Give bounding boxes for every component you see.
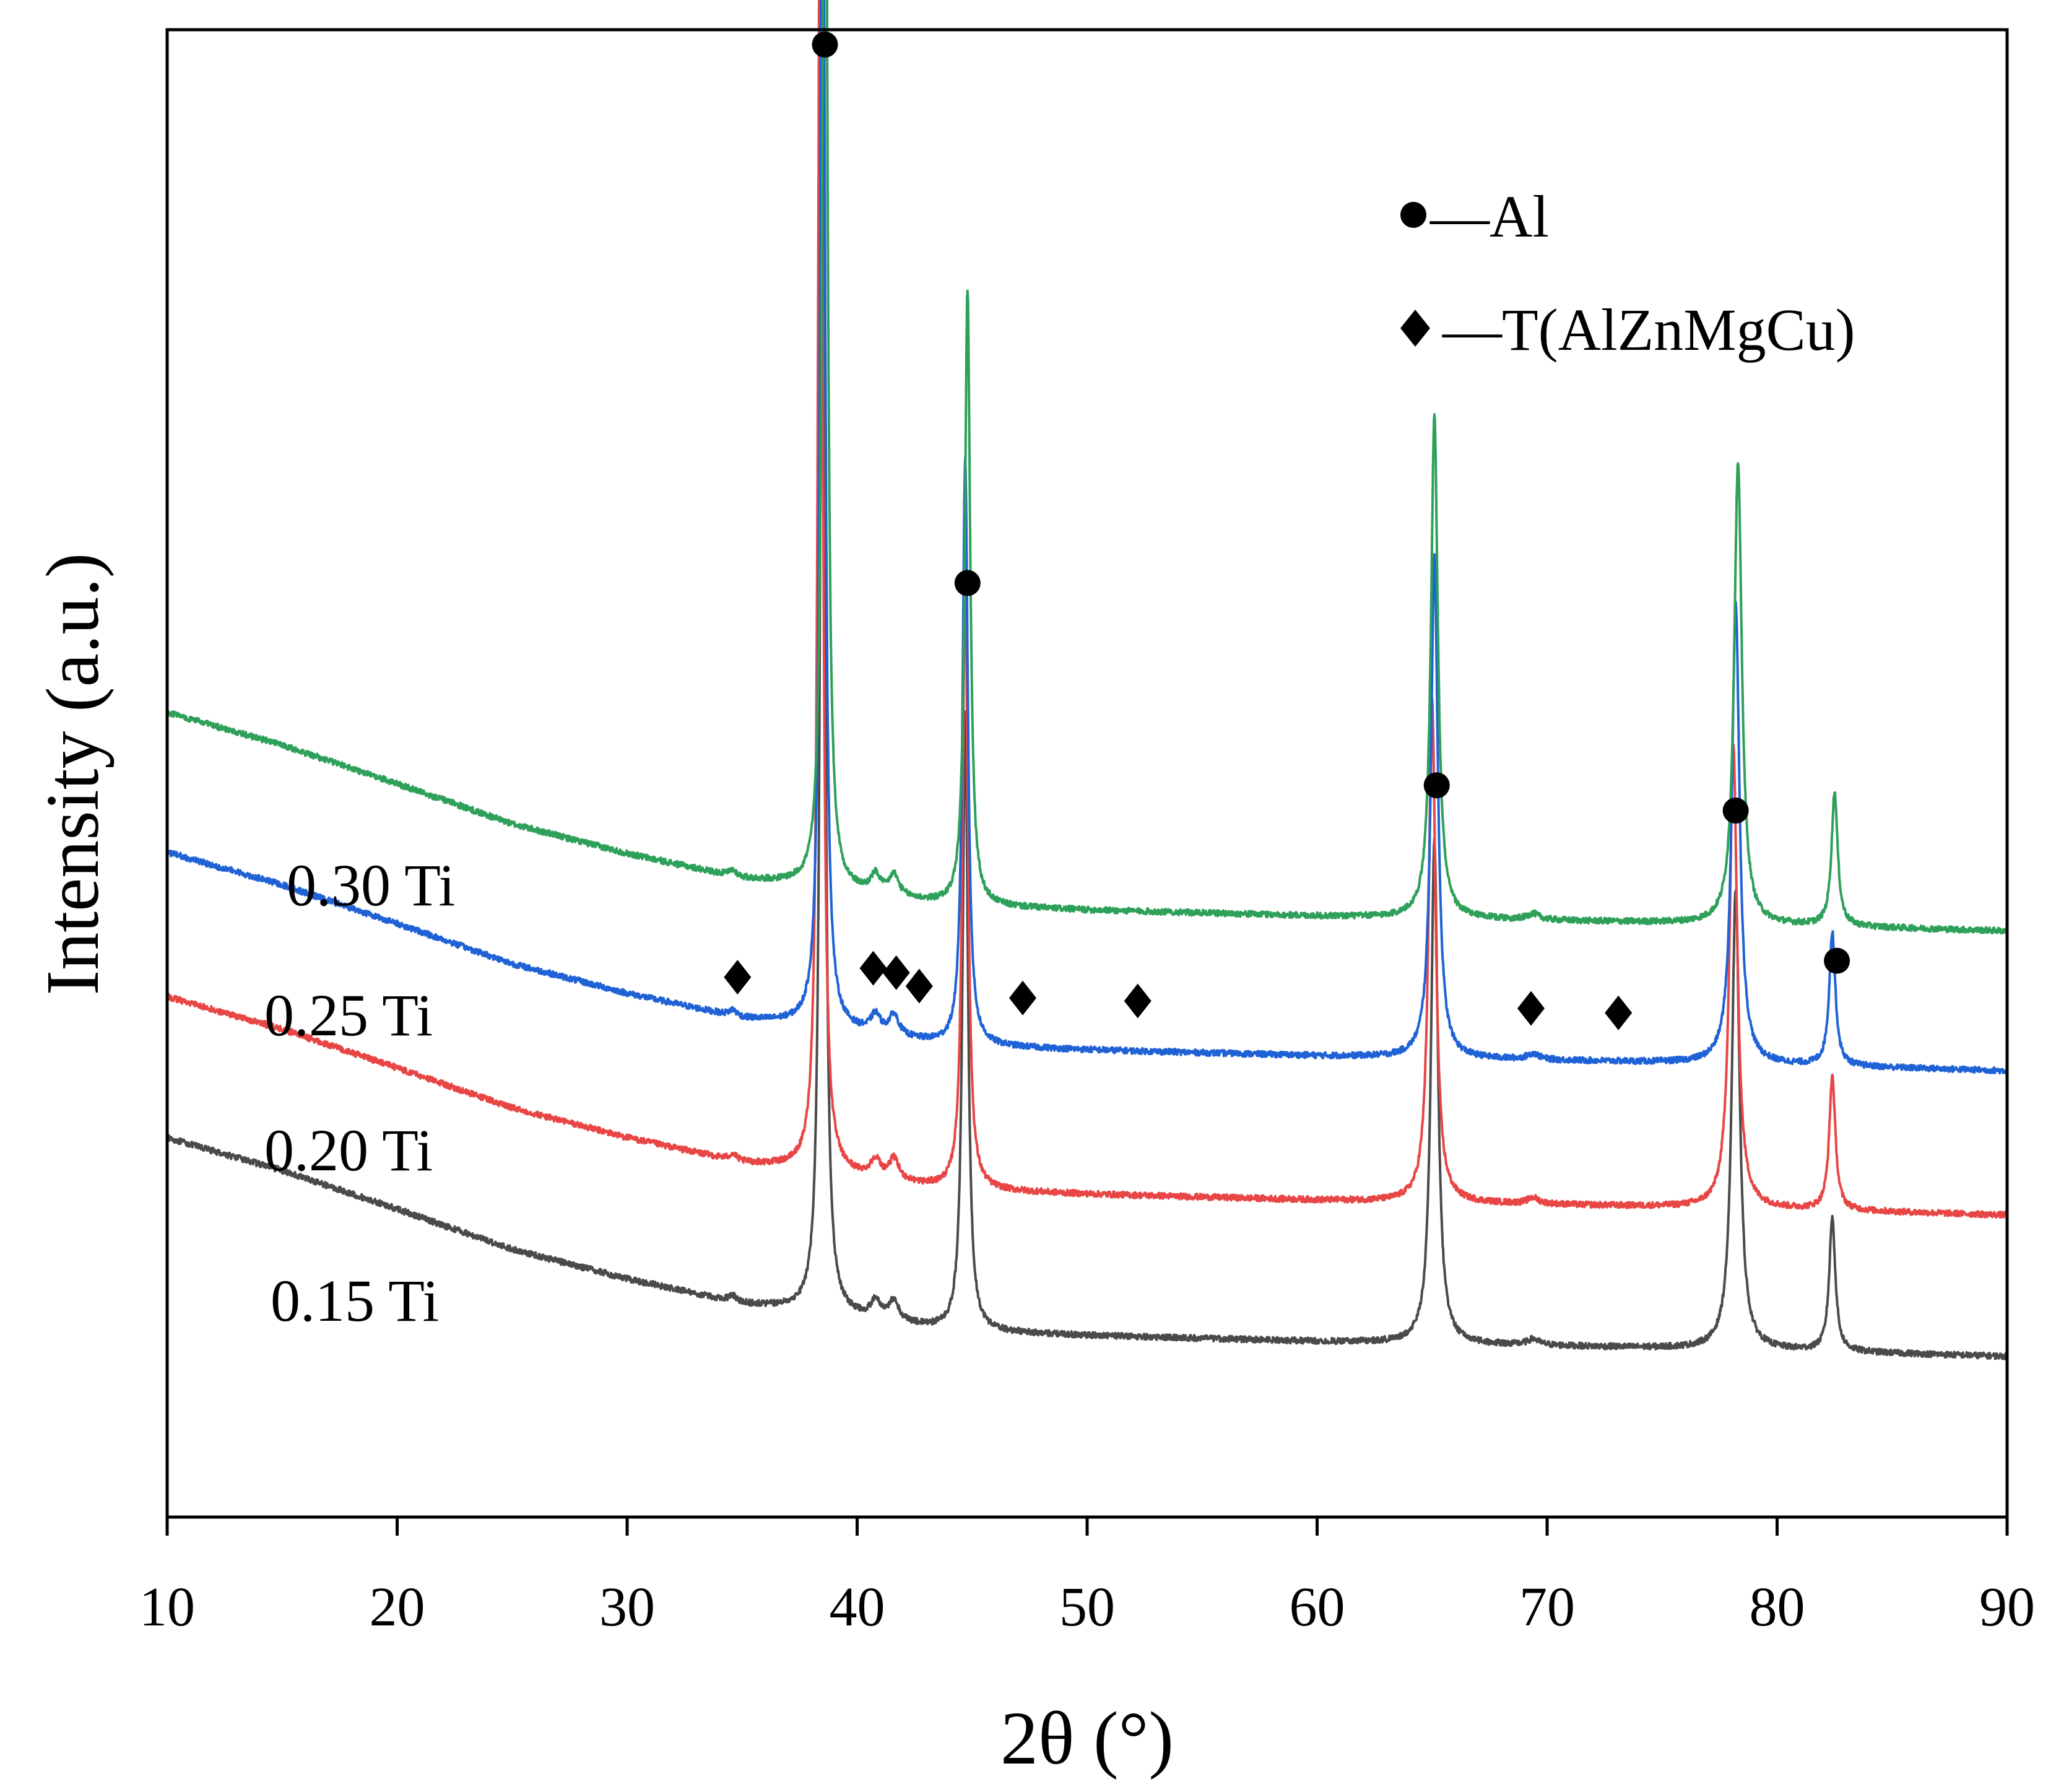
series-line-0-30-ti xyxy=(166,0,2008,935)
legend-label-t-phase: —T(AlZnMgCu) xyxy=(1442,297,1855,363)
series-layer xyxy=(166,0,2008,1360)
al-peak-marker-icon xyxy=(1423,772,1450,799)
x-tick-label: 40 xyxy=(830,1577,885,1638)
series-label-0-25-ti: 0.25 Ti xyxy=(264,982,433,1048)
t-phase-marker-icon xyxy=(859,950,887,986)
t-phase-marker-icon xyxy=(1605,995,1633,1030)
legend-label-al: —Al xyxy=(1429,183,1549,250)
legend-diamond-marker-icon xyxy=(1400,310,1430,347)
legend-circle-marker-icon xyxy=(1400,202,1426,228)
annotation-layer xyxy=(724,32,1850,1030)
t-phase-marker-icon xyxy=(1517,991,1545,1026)
series-line-0-15-ti xyxy=(166,0,2008,1360)
al-peak-marker-icon xyxy=(1722,798,1749,824)
al-peak-marker-icon xyxy=(1824,947,1850,974)
series-label-0-30-ti: 0.30 Ti xyxy=(287,852,455,918)
x-tick-label: 80 xyxy=(1750,1577,1805,1638)
t-phase-marker-icon xyxy=(1008,980,1036,1016)
series-line-0-20-ti xyxy=(166,0,2008,1219)
al-peak-marker-icon xyxy=(812,32,838,58)
t-phase-marker-icon xyxy=(724,960,752,995)
series-line-0-25-ti xyxy=(166,0,2008,1075)
t-phase-marker-icon xyxy=(882,955,910,990)
x-tick-label: 60 xyxy=(1290,1577,1345,1638)
y-axis-label: Intensity (a.u.) xyxy=(31,553,115,996)
x-tick-label: 50 xyxy=(1059,1577,1115,1638)
t-phase-marker-icon xyxy=(1124,983,1152,1019)
x-tick-label: 20 xyxy=(370,1577,425,1638)
series-label-0-20-ti: 0.20 Ti xyxy=(264,1117,433,1183)
series-label-0-15-ti: 0.15 Ti xyxy=(271,1268,439,1334)
t-phase-marker-icon xyxy=(905,968,933,1004)
x-tick-label: 30 xyxy=(599,1577,655,1638)
x-tick-label: 90 xyxy=(1979,1577,2035,1638)
legend: —Al —T(AlZnMgCu) xyxy=(1400,183,1855,363)
x-axis-ticks: 10 20 30 40 50 60 70 80 90 xyxy=(139,1517,2035,1638)
x-axis-label: 2θ (°) xyxy=(1000,1697,1174,1780)
x-tick-label: 70 xyxy=(1519,1577,1575,1638)
al-peak-marker-icon xyxy=(954,570,981,596)
x-tick-label: 10 xyxy=(139,1577,195,1638)
